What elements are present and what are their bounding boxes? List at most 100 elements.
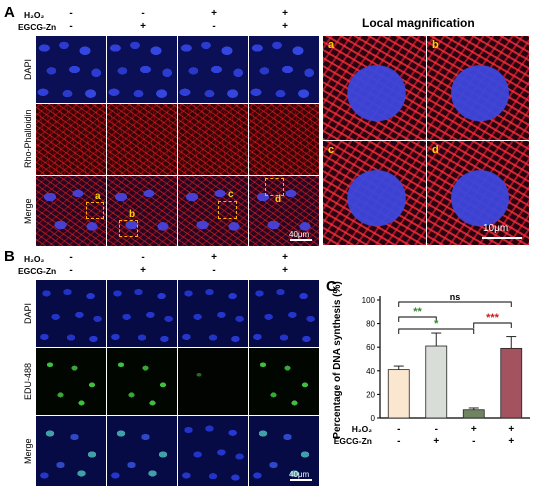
- micrograph-dapi: [178, 280, 248, 347]
- condition-sign: +: [508, 436, 514, 447]
- panel-a-h2o2-label: H₂O₂: [24, 10, 45, 20]
- panel-a-egcg-label: EGCG-Zn: [18, 22, 57, 32]
- bar: [425, 345, 448, 419]
- condition-label: EGCG-Zn: [334, 436, 372, 446]
- micrograph-dapi: [36, 280, 106, 347]
- scale-bar-label: 10μm: [483, 223, 509, 234]
- condition-sign: -: [472, 436, 475, 447]
- micrograph-edu: [249, 348, 319, 415]
- panel-b-row-label-dapi: DAPI: [23, 302, 33, 324]
- roi-label: c: [228, 189, 234, 200]
- panel-b-egcg-sign: -: [69, 265, 73, 276]
- panel-a-egcg-sign: -: [212, 21, 216, 32]
- bar: [500, 347, 523, 419]
- condition-sign: +: [508, 424, 514, 435]
- micrograph-phalloidin: [178, 104, 248, 175]
- panel-a-egcg-sign: +: [282, 21, 288, 32]
- panel-b-egcg-sign: -: [212, 265, 216, 276]
- y-tick-label: 0: [371, 414, 376, 423]
- condition-sign: -: [397, 436, 400, 447]
- micrograph-dapi: [107, 280, 177, 347]
- condition-sign: +: [471, 424, 477, 435]
- panel-b-egcg-sign: +: [282, 265, 288, 276]
- micrograph-merge: a: [36, 176, 106, 246]
- micrograph-phalloidin: [107, 104, 177, 175]
- y-tick-label: 40: [366, 367, 375, 376]
- significance-bracket: [398, 301, 512, 307]
- significance-label: *: [434, 318, 439, 330]
- magnified-label: b: [432, 39, 439, 51]
- panel-b-h2o2-label: H₂O₂: [24, 254, 45, 264]
- panel-a-h2o2-sign: +: [211, 8, 217, 19]
- micrograph-merge: b: [107, 176, 177, 246]
- panel-b-row-label-edu: EDU-488: [23, 362, 33, 400]
- roi-label: b: [129, 209, 136, 220]
- panel-c-label: C: [326, 278, 337, 295]
- condition-label: H₂O₂: [352, 424, 373, 434]
- magnified-label: d: [432, 144, 439, 156]
- panel-b-h2o2-sign: -: [141, 252, 145, 263]
- scale-bar: [290, 239, 312, 241]
- y-tick-label: 80: [366, 320, 375, 329]
- micrograph-phalloidin: [36, 104, 106, 175]
- panel-a-h2o2-sign: +: [282, 8, 288, 19]
- roi-box: [86, 202, 104, 219]
- roi-label: a: [95, 191, 101, 202]
- panel-a-label: A: [4, 4, 15, 21]
- scale-bar-label: 40μm: [289, 230, 310, 239]
- condition-sign: -: [435, 424, 438, 435]
- bar: [462, 409, 485, 419]
- micrograph-dapi: [249, 280, 319, 347]
- condition-sign: +: [433, 436, 439, 447]
- panel-b-egcg-sign: +: [140, 265, 146, 276]
- micrograph-dapi: [178, 36, 248, 103]
- y-tick-label: 20: [366, 390, 375, 399]
- magnified-micrograph: a: [323, 36, 426, 140]
- significance-bracket: [398, 316, 437, 322]
- roi-label: d: [275, 194, 282, 205]
- micrograph-dapi: [249, 36, 319, 103]
- micrograph-merge: [107, 416, 177, 486]
- micrograph-edu: [178, 348, 248, 415]
- roi-box: [119, 220, 138, 237]
- panel-b-egcg-label: EGCG-Zn: [18, 266, 57, 276]
- significance-label: ***: [486, 312, 500, 324]
- micrograph-merge: 40μm: [249, 416, 319, 486]
- micrograph-dapi: [36, 36, 106, 103]
- panel-b-h2o2-sign: +: [282, 252, 288, 263]
- scale-bar: [482, 237, 522, 239]
- panel-b-row-label-merge: Merge: [23, 438, 33, 464]
- micrograph-merge: [178, 416, 248, 486]
- magnified-micrograph: d 10μm: [427, 141, 529, 245]
- panel-b-h2o2-sign: +: [211, 252, 217, 263]
- y-tick-label: 60: [366, 343, 375, 352]
- condition-sign: -: [397, 424, 400, 435]
- significance-label: **: [413, 306, 422, 318]
- panel-b-h2o2-sign: -: [69, 252, 73, 263]
- panel-a-egcg-sign: +: [140, 21, 146, 32]
- micrograph-merge: [36, 416, 106, 486]
- micrograph-dapi: [107, 36, 177, 103]
- panel-a-h2o2-sign: -: [141, 8, 145, 19]
- panel-a-egcg-sign: -: [69, 21, 73, 32]
- magnified-label: c: [328, 144, 335, 156]
- micrograph-merge: c: [178, 176, 248, 246]
- micrograph-edu: [36, 348, 106, 415]
- panel-b-label: B: [4, 248, 15, 265]
- significance-label: ns: [450, 292, 461, 302]
- scale-bar: [290, 479, 312, 481]
- roi-box: [265, 178, 284, 196]
- dna-synthesis-bar-chart: Percentage of DNA synthesis (%) 0 20 40 60 8…: [332, 281, 530, 447]
- micrograph-edu: [107, 348, 177, 415]
- y-tick-label: 100: [362, 296, 376, 305]
- significance-bracket: [398, 328, 475, 334]
- magnification-title: Local magnification: [362, 16, 475, 30]
- bar: [387, 369, 410, 419]
- micrograph-merge: d 40μm: [249, 176, 319, 246]
- significance-bracket: [473, 322, 512, 328]
- panel-a-h2o2-sign: -: [69, 8, 73, 19]
- panel-a-row-label-dapi: DAPI: [23, 58, 33, 80]
- y-axis-label: Percentage of DNA synthesis (%): [332, 281, 343, 438]
- magnified-label: a: [328, 39, 335, 51]
- magnified-micrograph: c: [323, 141, 426, 245]
